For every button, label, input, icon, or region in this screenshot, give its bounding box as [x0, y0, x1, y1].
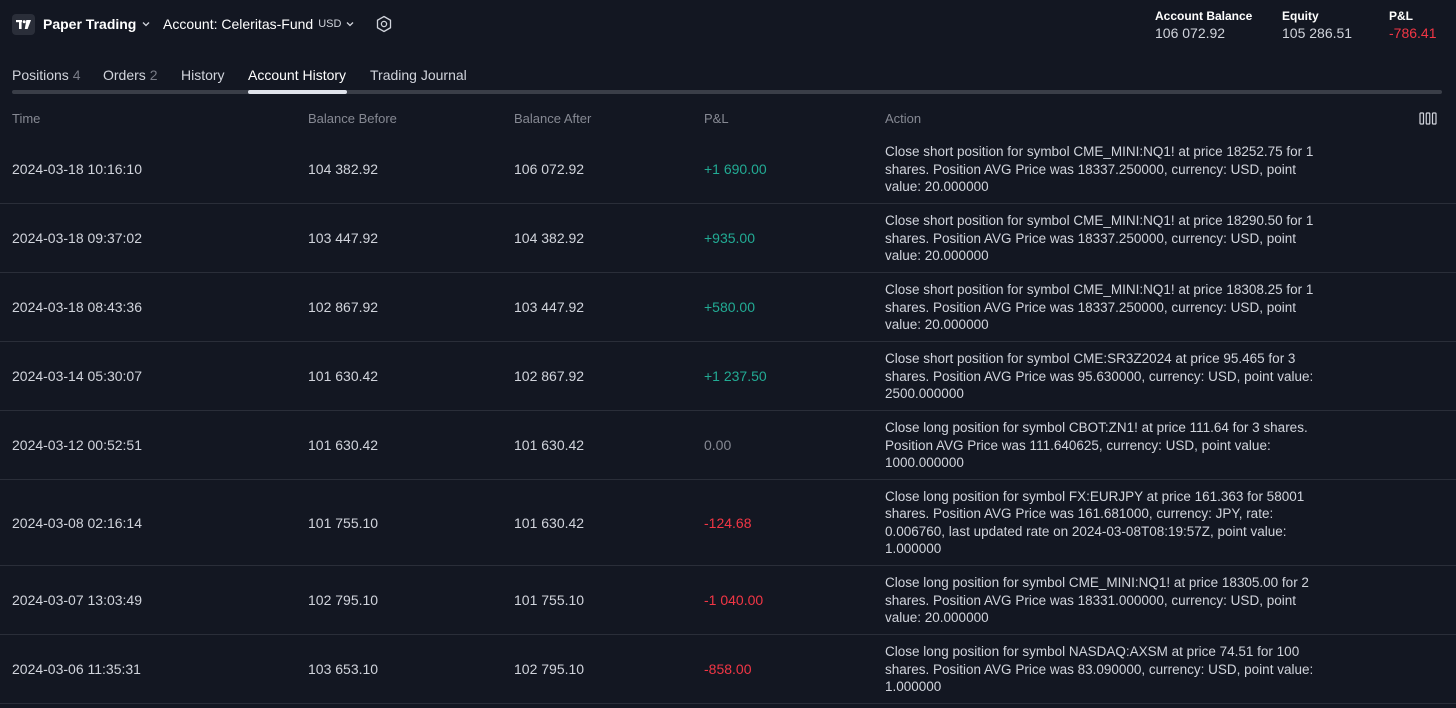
table-row[interactable]: 2024-03-07 13:03:49 102 795.10 101 755.1…: [0, 566, 1456, 635]
top-bar: Paper Trading Account: Celeritas-Fund US…: [0, 0, 1456, 50]
pnl-label: P&L: [1389, 9, 1413, 23]
pnl-value: -786.41: [1389, 25, 1437, 41]
tab-account-history[interactable]: Account History: [248, 67, 346, 83]
table-row[interactable]: 2024-03-14 05:30:07 101 630.42 102 867.9…: [0, 342, 1456, 411]
tab-count: 4: [72, 67, 81, 83]
equity-stat: Equity 105 286.51: [1282, 9, 1352, 41]
cell-pnl: 0.00: [704, 437, 732, 453]
cell-balance-after: 106 072.92: [514, 161, 585, 177]
cell-action: Close short position for symbol CME:SR3Z…: [885, 350, 1314, 401]
tradingview-logo-icon[interactable]: [12, 14, 35, 35]
tab-bar: Positions 4 Orders 2 History Account His…: [0, 63, 1456, 93]
cell-balance-before: 104 382.92: [308, 161, 379, 177]
cell-action: Close short position for symbol CME_MINI…: [885, 212, 1314, 263]
broker-label: Paper Trading: [43, 16, 137, 32]
tab-history[interactable]: History: [181, 67, 225, 83]
cell-balance-after: 104 382.92: [514, 230, 585, 246]
broker-selector[interactable]: Paper Trading: [43, 16, 151, 32]
table-row[interactable]: 2024-03-18 10:16:10 104 382.92 106 072.9…: [0, 135, 1456, 204]
tab-trading-journal[interactable]: Trading Journal: [370, 67, 467, 83]
column-header-time[interactable]: Time: [12, 111, 41, 126]
cell-time: 2024-03-18 10:16:10: [12, 161, 142, 177]
cell-time: 2024-03-18 09:37:02: [12, 230, 142, 246]
table-body: 2024-03-18 10:16:10 104 382.92 106 072.9…: [0, 135, 1456, 704]
cell-pnl: -124.68: [704, 514, 752, 531]
gear-icon[interactable]: [375, 15, 393, 33]
columns-icon[interactable]: [1419, 112, 1437, 126]
account-selector[interactable]: Account: Celeritas-Fund USD: [163, 16, 355, 32]
table-row[interactable]: 2024-03-18 08:43:36 102 867.92 103 447.9…: [0, 273, 1456, 342]
cell-time: 2024-03-14 05:30:07: [12, 368, 142, 384]
cell-time: 2024-03-08 02:16:14: [12, 514, 142, 531]
equity-value: 105 286.51: [1282, 25, 1353, 41]
cell-balance-after: 102 867.92: [514, 368, 585, 384]
cell-time: 2024-03-06 11:35:31: [12, 661, 141, 677]
tab-count: 2: [149, 67, 158, 83]
account-balance-label: Account Balance: [1155, 9, 1253, 23]
table-row[interactable]: 2024-03-06 11:35:31 103 653.10 102 795.1…: [0, 635, 1456, 704]
cell-action: Close short position for symbol CME_MINI…: [885, 281, 1314, 332]
cell-time: 2024-03-18 08:43:36: [12, 299, 142, 315]
column-header-balance-after[interactable]: Balance After: [514, 111, 592, 126]
cell-time: 2024-03-07 13:03:49: [12, 592, 142, 608]
tab-label: Orders: [103, 67, 146, 83]
chevron-down-icon: [142, 22, 150, 27]
cell-balance-after: 101 630.42: [514, 514, 585, 531]
account-label: Account: Celeritas-Fund: [163, 16, 314, 32]
cell-pnl: -858.00: [704, 661, 752, 677]
cell-balance-after: 101 630.42: [514, 437, 585, 453]
cell-balance-before: 101 630.42: [308, 437, 379, 453]
table-header: Time Balance Before Balance After P&L Ac…: [0, 100, 1456, 136]
cell-balance-after: 101 755.10: [514, 592, 585, 608]
cell-action: Close long position for symbol CBOT:ZN1!…: [885, 419, 1308, 470]
cell-time: 2024-03-12 00:52:51: [12, 437, 142, 453]
cell-pnl: +935.00: [704, 230, 755, 246]
account-currency: USD: [318, 18, 342, 30]
cell-balance-before: 103 653.10: [308, 661, 379, 677]
column-header-balance-before[interactable]: Balance Before: [308, 111, 397, 126]
tab-label: Account History: [248, 67, 347, 83]
table-row[interactable]: 2024-03-12 00:52:51 101 630.42 101 630.4…: [0, 411, 1456, 480]
account-balance-stat: Account Balance 106 072.92: [1155, 9, 1252, 41]
cell-balance-before: 101 755.10: [308, 514, 379, 531]
pnl-stat: P&L -786.41: [1389, 9, 1436, 41]
cell-action: Close long position for symbol CME_MINI:…: [885, 574, 1309, 625]
tab-orders[interactable]: Orders 2: [103, 67, 157, 83]
cell-balance-after: 103 447.92: [514, 299, 585, 315]
cell-balance-before: 103 447.92: [308, 230, 379, 246]
cell-action: Close short position for symbol CME_MINI…: [885, 143, 1314, 194]
cell-balance-before: 102 867.92: [308, 299, 379, 315]
tab-positions[interactable]: Positions 4: [12, 67, 81, 83]
tab-label: History: [181, 67, 225, 83]
cell-balance-before: 101 630.42: [308, 368, 379, 384]
cell-action: Close long position for symbol FX:EURJPY…: [885, 488, 1305, 557]
column-header-pnl[interactable]: P&L: [704, 111, 729, 126]
cell-pnl: +580.00: [704, 299, 755, 315]
cell-pnl: -1 040.00: [704, 592, 764, 608]
column-header-action[interactable]: Action: [885, 111, 922, 126]
tab-label: Positions: [12, 67, 69, 83]
cell-balance-after: 102 795.10: [514, 661, 585, 677]
cell-pnl: +1 690.00: [704, 161, 767, 177]
active-tab-indicator: [248, 90, 347, 94]
cell-action: Close long position for symbol NASDAQ:AX…: [885, 643, 1314, 694]
account-balance-value: 106 072.92: [1155, 25, 1226, 41]
tab-scrollbar[interactable]: [12, 90, 1442, 94]
cell-pnl: +1 237.50: [704, 368, 767, 384]
tab-label: Trading Journal: [370, 67, 467, 83]
chevron-down-icon: [346, 22, 354, 27]
table-row[interactable]: 2024-03-08 02:16:14 101 755.10 101 630.4…: [0, 480, 1456, 566]
table-row[interactable]: 2024-03-18 09:37:02 103 447.92 104 382.9…: [0, 204, 1456, 273]
equity-label: Equity: [1282, 9, 1319, 23]
cell-balance-before: 102 795.10: [308, 592, 379, 608]
